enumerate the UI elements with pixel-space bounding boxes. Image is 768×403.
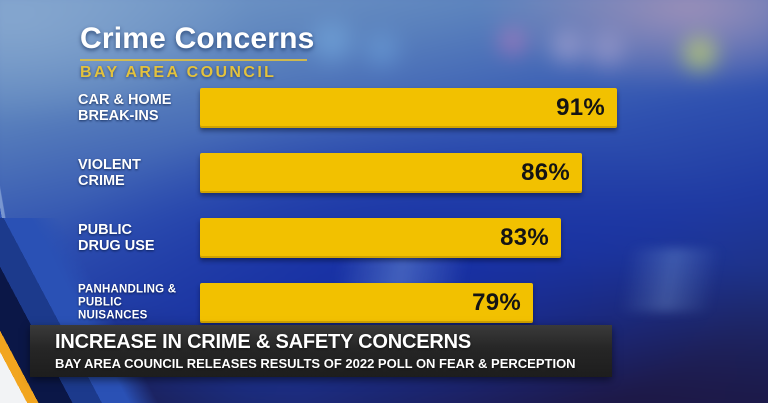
bar-row: PUBLIC DRUG USE 83%	[0, 218, 768, 258]
bar-label: PUBLIC DRUG USE	[78, 221, 155, 254]
bar-label: PANHANDLING & PUBLIC NUISANCES	[78, 283, 177, 322]
title-underline	[80, 59, 307, 61]
bar: 86%	[200, 153, 582, 193]
chart-subtitle: BAY AREA COUNCIL	[80, 64, 277, 81]
bar-row: PANHANDLING & PUBLIC NUISANCES 79%	[0, 283, 768, 323]
bar-value: 83%	[500, 224, 549, 251]
chart-header: Crime Concerns BAY AREA COUNCIL	[80, 22, 315, 82]
lower-third-banner: INCREASE IN CRIME & SAFETY CONCERNS BAY …	[30, 325, 612, 377]
bar-row: CAR & HOME BREAK-INS 91%	[0, 88, 768, 128]
banner-headline: INCREASE IN CRIME & SAFETY CONCERNS	[55, 331, 472, 353]
chart-title: Crime Concerns	[80, 22, 315, 55]
bar-value: 91%	[556, 94, 605, 121]
bar: 83%	[200, 218, 561, 258]
bar-value: 79%	[472, 289, 521, 316]
bar: 79%	[200, 283, 533, 323]
banner-subheadline: BAY AREA COUNCIL RELEASES RESULTS OF 202…	[55, 356, 576, 371]
bar-label: VIOLENT CRIME	[78, 156, 141, 189]
bar: 91%	[200, 88, 617, 128]
bar-row: VIOLENT CRIME 86%	[0, 153, 768, 193]
bar-label: CAR & HOME BREAK-INS	[78, 91, 172, 124]
bar-value: 86%	[521, 159, 570, 186]
